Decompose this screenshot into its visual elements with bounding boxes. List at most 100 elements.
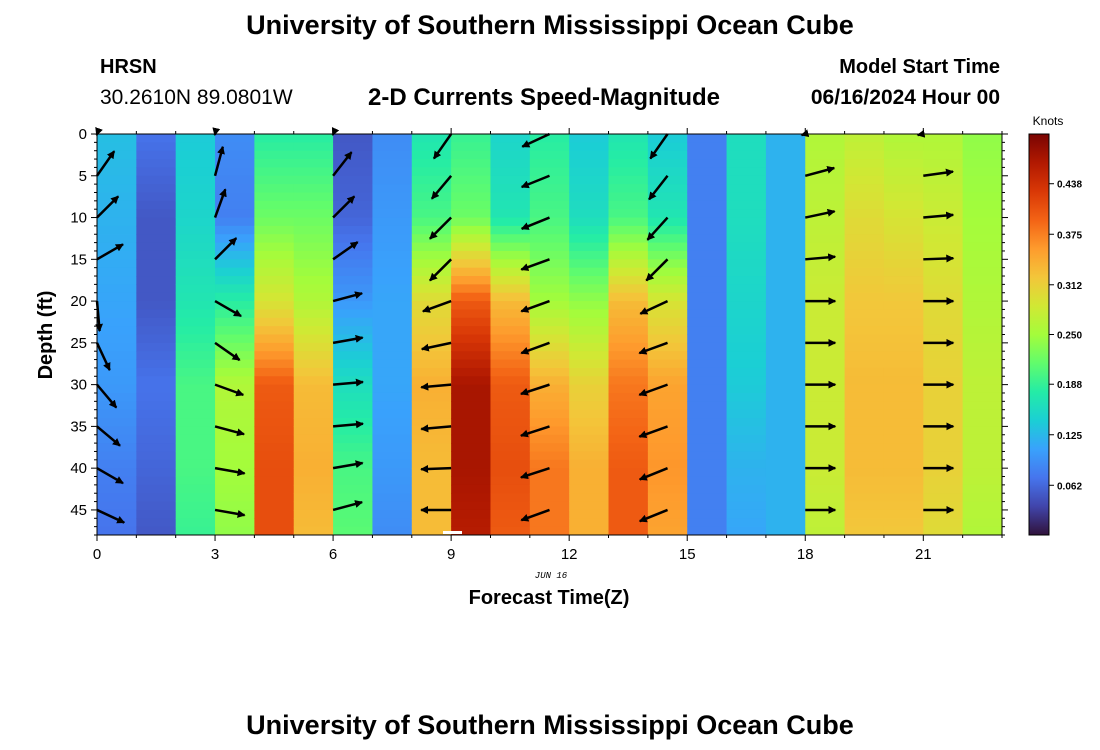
heatmap-cell (333, 167, 373, 177)
heatmap-cell (726, 309, 767, 319)
current-vector-arrow (214, 237, 238, 261)
heatmap-cell (883, 167, 924, 177)
heatmap-cell (175, 242, 216, 252)
heatmap-cell (175, 184, 216, 193)
heatmap-cell (647, 192, 688, 202)
y-tick-label: 30 (70, 377, 87, 394)
heatmap-cell (529, 384, 570, 394)
heatmap-cell (805, 342, 846, 352)
heatmap-cell (569, 342, 610, 352)
heatmap-cell (765, 493, 806, 503)
heatmap-cell (883, 334, 924, 344)
heatmap-cell (765, 451, 806, 461)
heatmap-cell (647, 234, 688, 244)
current-vector-arrow (638, 383, 668, 397)
heatmap-cell (529, 401, 570, 411)
heatmap-cell (254, 509, 295, 519)
heatmap-cell (569, 284, 610, 294)
heatmap-cell (962, 276, 1003, 285)
heatmap-cell (490, 409, 531, 419)
heatmap-cell (923, 192, 964, 202)
heatmap-cell (490, 493, 531, 503)
heatmap-cell (923, 526, 964, 536)
heatmap-cell (844, 526, 885, 536)
heatmap-cell (136, 134, 177, 143)
heatmap-cell (490, 292, 531, 302)
heatmap-cell (175, 518, 216, 528)
heatmap-cell (136, 418, 177, 427)
heatmap-cell (411, 150, 452, 160)
heatmap-cell (136, 509, 177, 519)
heatmap-cell (175, 150, 216, 160)
heatmap-cell (647, 184, 688, 193)
heatmap-cell (844, 150, 885, 160)
heatmap-cell (293, 167, 334, 177)
heatmap-cell (962, 434, 1003, 444)
heatmap-cell (923, 459, 964, 469)
heatmap-cell (883, 392, 924, 402)
heatmap-cell (765, 309, 806, 319)
heatmap-cell (805, 276, 846, 285)
heatmap-cell (451, 359, 491, 369)
heatmap-cell (765, 359, 806, 369)
heatmap-cell (647, 509, 688, 519)
heatmap-cell (529, 209, 570, 219)
heatmap-cell (805, 409, 846, 419)
heatmap-cell (490, 501, 531, 511)
heatmap-cell (215, 392, 255, 402)
heatmap-cell (333, 409, 373, 419)
heatmap-cell (687, 459, 728, 469)
heatmap-cell (175, 476, 216, 486)
heatmap-cell (490, 317, 531, 327)
heatmap-cell (805, 309, 846, 319)
current-vector-arrow (332, 241, 359, 261)
current-vector-arrow (332, 420, 364, 429)
heatmap-cell (333, 142, 373, 152)
current-vector-arrow (332, 291, 364, 303)
heatmap-cell (293, 493, 334, 503)
heatmap-cell (608, 409, 649, 419)
heatmap-cell (923, 292, 964, 302)
heatmap-cell (569, 418, 610, 427)
heatmap-cell (923, 409, 964, 419)
heatmap-cell (569, 242, 610, 252)
heatmap-cell (451, 451, 491, 461)
x-tick-label: 18 (797, 546, 814, 563)
heatmap-cell (805, 376, 846, 386)
heatmap-cell (293, 476, 334, 486)
heatmap-cell (136, 484, 177, 494)
heatmap-cell (333, 426, 373, 436)
heatmap-cell (333, 317, 373, 327)
heatmap-cell (962, 459, 1003, 469)
heatmap-cell (451, 526, 491, 536)
heatmap-cell (372, 493, 413, 503)
heatmap-cell (136, 209, 177, 219)
heatmap-cell (687, 451, 728, 461)
heatmap-cell (647, 484, 688, 494)
heatmap-cell (883, 242, 924, 252)
heatmap-cell (765, 342, 806, 352)
heatmap-cell (254, 418, 295, 427)
heatmap-cell (293, 134, 334, 143)
heatmap-cell (333, 359, 373, 369)
heatmap-cell (805, 301, 846, 310)
heatmap-cell (529, 267, 570, 277)
heatmap-cell (883, 359, 924, 369)
heatmap-cell (333, 284, 373, 294)
heatmap-cell (215, 526, 255, 536)
heatmap-cell (333, 267, 373, 277)
current-vector-arrow (420, 341, 452, 352)
heatmap-cell (805, 326, 846, 335)
heatmap-cell (805, 434, 846, 444)
heatmap-cell (765, 443, 806, 452)
heatmap-cell (647, 501, 688, 511)
heatmap-cell (726, 426, 767, 436)
heatmap-cell (490, 392, 531, 402)
heatmap-cell (136, 401, 177, 411)
heatmap-cell (411, 501, 452, 511)
heatmap-cell (215, 384, 255, 394)
heatmap-cell (647, 276, 688, 285)
heatmap-cell (923, 184, 964, 193)
heatmap-cell (451, 317, 491, 327)
heatmap-cell (805, 509, 846, 519)
